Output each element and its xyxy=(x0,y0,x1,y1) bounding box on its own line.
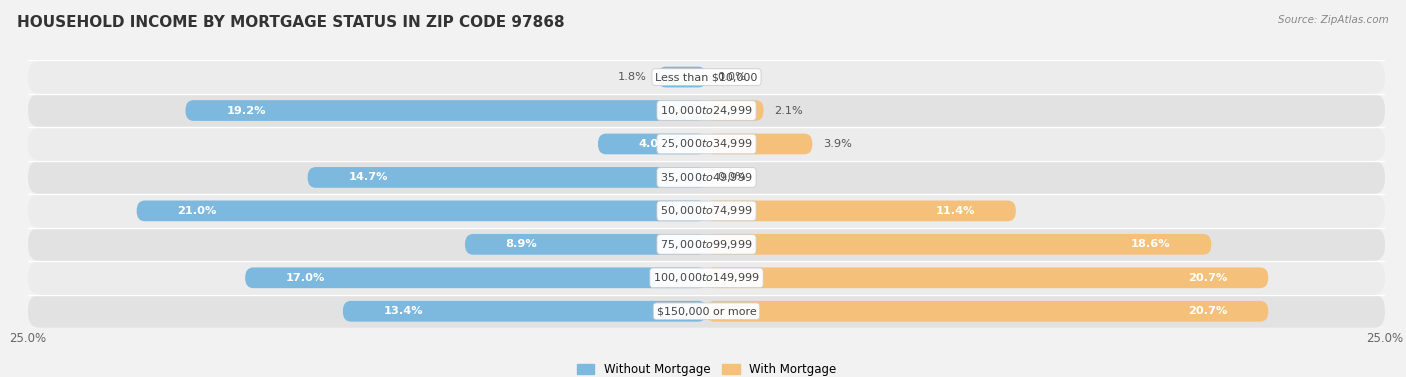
FancyBboxPatch shape xyxy=(136,201,707,221)
Text: 2.1%: 2.1% xyxy=(775,106,803,115)
Text: 19.2%: 19.2% xyxy=(226,106,266,115)
FancyBboxPatch shape xyxy=(28,60,1385,94)
Text: $150,000 or more: $150,000 or more xyxy=(657,306,756,316)
Text: Source: ZipAtlas.com: Source: ZipAtlas.com xyxy=(1278,15,1389,25)
Text: 21.0%: 21.0% xyxy=(177,206,217,216)
FancyBboxPatch shape xyxy=(308,167,707,188)
Text: $50,000 to $74,999: $50,000 to $74,999 xyxy=(661,204,752,218)
Text: $10,000 to $24,999: $10,000 to $24,999 xyxy=(661,104,752,117)
FancyBboxPatch shape xyxy=(465,234,707,255)
FancyBboxPatch shape xyxy=(707,301,1268,322)
FancyBboxPatch shape xyxy=(28,294,1385,328)
Text: 20.7%: 20.7% xyxy=(1188,306,1227,316)
Text: 20.7%: 20.7% xyxy=(1188,273,1227,283)
Text: $35,000 to $49,999: $35,000 to $49,999 xyxy=(661,171,752,184)
FancyBboxPatch shape xyxy=(707,100,763,121)
Text: 14.7%: 14.7% xyxy=(349,172,388,182)
Text: $75,000 to $99,999: $75,000 to $99,999 xyxy=(661,238,752,251)
Legend: Without Mortgage, With Mortgage: Without Mortgage, With Mortgage xyxy=(572,359,841,377)
FancyBboxPatch shape xyxy=(343,301,707,322)
Text: $25,000 to $34,999: $25,000 to $34,999 xyxy=(661,138,752,150)
Text: HOUSEHOLD INCOME BY MORTGAGE STATUS IN ZIP CODE 97868: HOUSEHOLD INCOME BY MORTGAGE STATUS IN Z… xyxy=(17,15,564,30)
Text: 17.0%: 17.0% xyxy=(285,273,325,283)
FancyBboxPatch shape xyxy=(707,133,813,154)
Text: 3.9%: 3.9% xyxy=(823,139,852,149)
FancyBboxPatch shape xyxy=(598,133,707,154)
Text: 13.4%: 13.4% xyxy=(384,306,423,316)
Text: 8.9%: 8.9% xyxy=(506,239,537,249)
FancyBboxPatch shape xyxy=(28,94,1385,127)
FancyBboxPatch shape xyxy=(186,100,707,121)
FancyBboxPatch shape xyxy=(28,261,1385,294)
FancyBboxPatch shape xyxy=(28,127,1385,161)
FancyBboxPatch shape xyxy=(28,228,1385,261)
Text: 1.8%: 1.8% xyxy=(619,72,647,82)
Text: $100,000 to $149,999: $100,000 to $149,999 xyxy=(654,271,759,284)
Text: 0.0%: 0.0% xyxy=(717,72,747,82)
FancyBboxPatch shape xyxy=(245,267,707,288)
FancyBboxPatch shape xyxy=(28,194,1385,228)
FancyBboxPatch shape xyxy=(28,161,1385,194)
Text: 4.0%: 4.0% xyxy=(638,139,671,149)
Text: Less than $10,000: Less than $10,000 xyxy=(655,72,758,82)
FancyBboxPatch shape xyxy=(707,234,1211,255)
FancyBboxPatch shape xyxy=(707,267,1268,288)
FancyBboxPatch shape xyxy=(658,67,707,87)
Text: 18.6%: 18.6% xyxy=(1130,239,1171,249)
FancyBboxPatch shape xyxy=(707,201,1017,221)
Text: 11.4%: 11.4% xyxy=(935,206,976,216)
Text: 0.0%: 0.0% xyxy=(717,172,747,182)
